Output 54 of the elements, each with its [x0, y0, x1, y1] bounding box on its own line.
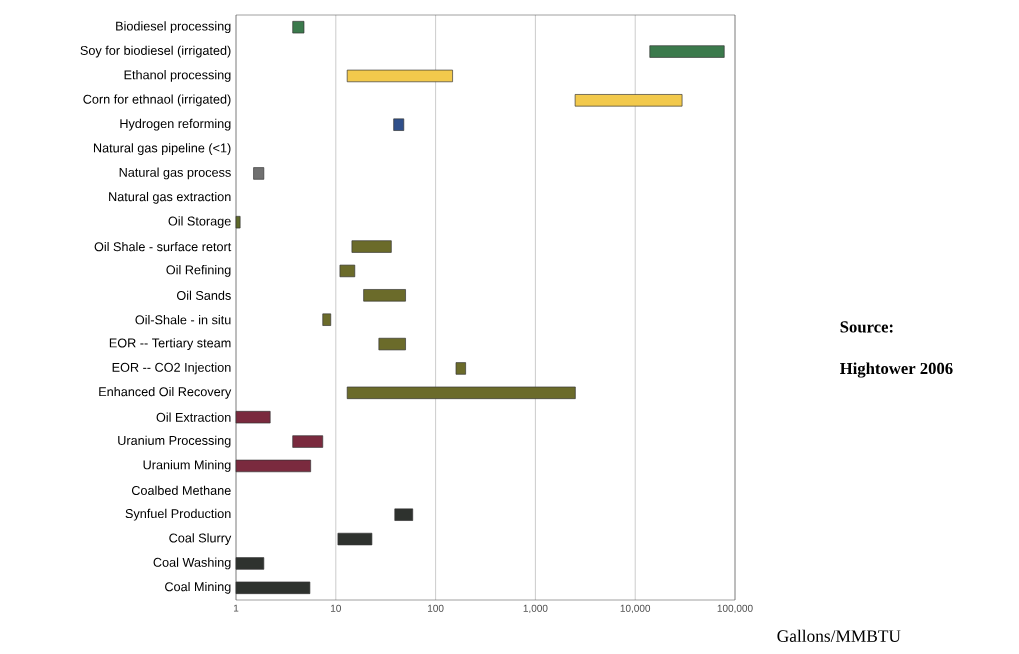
bar [292, 435, 324, 448]
y-tick-label: Enhanced Oil Recovery [99, 386, 232, 399]
bar [322, 313, 332, 326]
bar [455, 362, 466, 375]
bar [574, 94, 683, 107]
y-tick-label: Biodiesel processing [116, 21, 231, 34]
y-tick-label: Soy for biodiesel (irrigated) [80, 45, 231, 58]
y-tick-label: Oil Storage [168, 216, 231, 229]
bar [235, 459, 312, 473]
y-tick-label: Coal Slurry [169, 533, 232, 545]
y-tick-label: Corn for ethnaol (irrigated) [83, 94, 231, 107]
y-tick-label: Coal Mining [165, 581, 231, 594]
x-axis-title: Gallons/MMBTU [777, 629, 901, 642]
bar [649, 45, 725, 58]
y-tick-label: Natural gas extraction [109, 191, 231, 204]
bar [235, 411, 271, 424]
x-tick-label: 1 [233, 604, 239, 612]
bar [394, 508, 414, 521]
bar [253, 167, 265, 180]
bar [346, 386, 576, 400]
y-tick-label: EOR -- CO2 Injection [112, 362, 231, 375]
x-tick-label: 10,000 [620, 604, 651, 613]
bar [339, 264, 356, 278]
y-tick-label: Oil Refining [166, 265, 231, 277]
bar [393, 118, 405, 131]
x-tick-label: 10 [331, 604, 341, 612]
y-tick-label: EOR -- Tertiary steam [109, 338, 231, 350]
x-tick-label: 100 [428, 604, 444, 612]
y-tick-label: Coal Washing [153, 557, 231, 570]
y-tick-label: Uranium Mining [143, 460, 231, 472]
bar [378, 337, 406, 351]
y-tick-label: Oil Extraction [156, 412, 231, 422]
bar [235, 557, 265, 570]
y-tick-label: Synfuel Production [125, 508, 231, 521]
text: Source: [840, 321, 893, 333]
y-tick-label: Coalbed Methane [131, 485, 231, 495]
bar [337, 532, 373, 546]
x-tick-label: 1,000 [523, 604, 548, 613]
y-tick-label: Uranium Processing [118, 435, 231, 448]
y-tick-label: Oil Shale - surface retort [94, 241, 232, 252]
y-tick-label: Natural gas process [119, 167, 231, 180]
x-tick-label: 100,000 [717, 604, 753, 613]
bar [351, 240, 392, 253]
bar [235, 581, 311, 595]
bar [363, 289, 406, 302]
y-tick-label: Hydrogen reforming [120, 118, 231, 131]
text: Hightower 2006 [840, 362, 953, 378]
bar [346, 69, 453, 83]
y-tick-label: Oil Sands [176, 290, 231, 300]
y-tick-label: Oil-Shale - in situ [135, 315, 231, 325]
bar [235, 216, 241, 229]
y-tick-label: Natural gas pipeline (<1) [93, 143, 231, 155]
bar [292, 21, 305, 34]
y-tick-label: Ethanol processing [124, 70, 231, 82]
